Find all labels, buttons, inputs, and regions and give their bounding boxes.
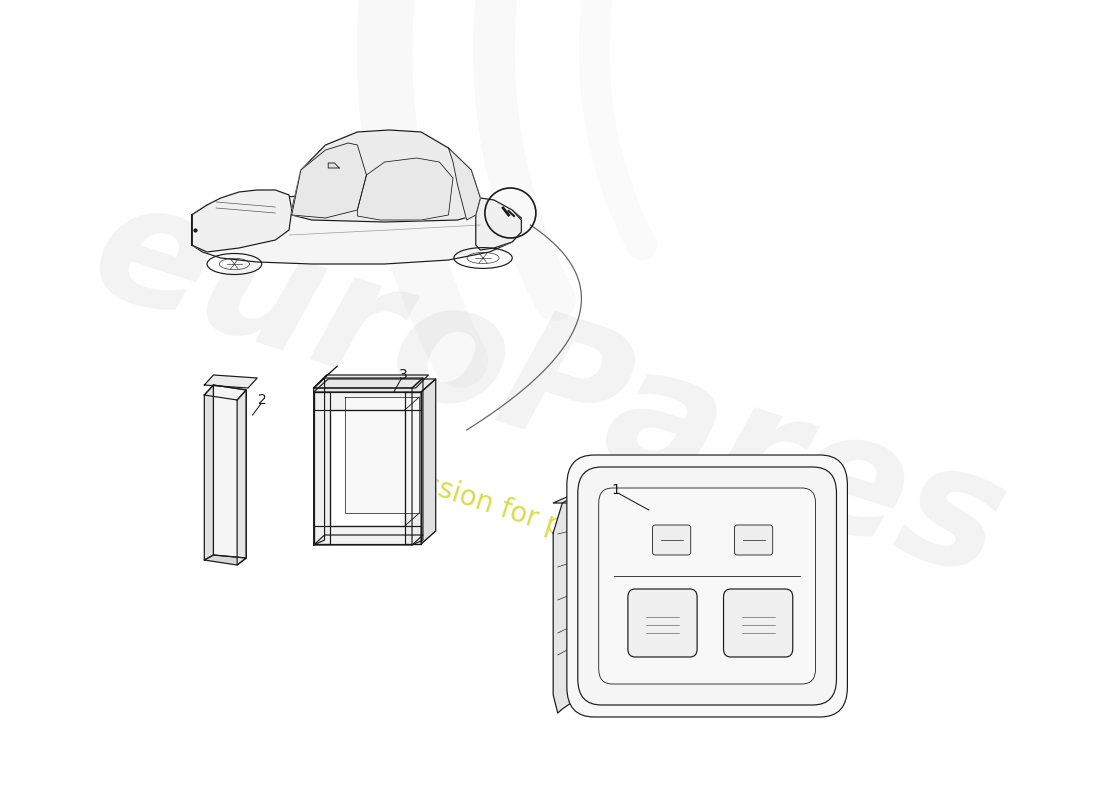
Text: 2: 2	[258, 393, 267, 407]
FancyBboxPatch shape	[628, 589, 697, 657]
Polygon shape	[314, 378, 422, 388]
Polygon shape	[191, 190, 292, 252]
Polygon shape	[449, 148, 481, 220]
FancyBboxPatch shape	[578, 467, 836, 705]
Polygon shape	[314, 392, 330, 544]
Polygon shape	[205, 385, 246, 400]
FancyBboxPatch shape	[735, 525, 772, 555]
FancyBboxPatch shape	[596, 679, 818, 697]
FancyBboxPatch shape	[598, 488, 815, 684]
FancyBboxPatch shape	[652, 525, 691, 555]
Polygon shape	[205, 555, 246, 565]
Polygon shape	[405, 392, 421, 544]
Text: euroPares: euroPares	[74, 166, 1024, 614]
Polygon shape	[314, 375, 428, 388]
Polygon shape	[314, 366, 338, 388]
Polygon shape	[292, 130, 481, 222]
Polygon shape	[205, 385, 213, 560]
Text: 3: 3	[398, 368, 407, 382]
Polygon shape	[191, 196, 521, 264]
Polygon shape	[314, 378, 324, 545]
Polygon shape	[328, 163, 339, 168]
Text: 1: 1	[612, 483, 620, 497]
Polygon shape	[292, 143, 366, 218]
Polygon shape	[358, 158, 453, 220]
Polygon shape	[553, 485, 821, 503]
Text: a passion for parts since 1985: a passion for parts since 1985	[363, 452, 771, 608]
Polygon shape	[314, 392, 421, 410]
Polygon shape	[238, 390, 246, 565]
Polygon shape	[476, 198, 521, 250]
FancyBboxPatch shape	[724, 589, 793, 657]
Polygon shape	[344, 397, 419, 513]
Polygon shape	[314, 379, 436, 392]
Polygon shape	[314, 535, 422, 545]
Polygon shape	[213, 385, 246, 558]
Polygon shape	[314, 526, 421, 544]
Polygon shape	[553, 485, 594, 713]
FancyBboxPatch shape	[566, 455, 847, 717]
Polygon shape	[421, 379, 436, 544]
Polygon shape	[412, 378, 422, 545]
Polygon shape	[205, 375, 257, 388]
